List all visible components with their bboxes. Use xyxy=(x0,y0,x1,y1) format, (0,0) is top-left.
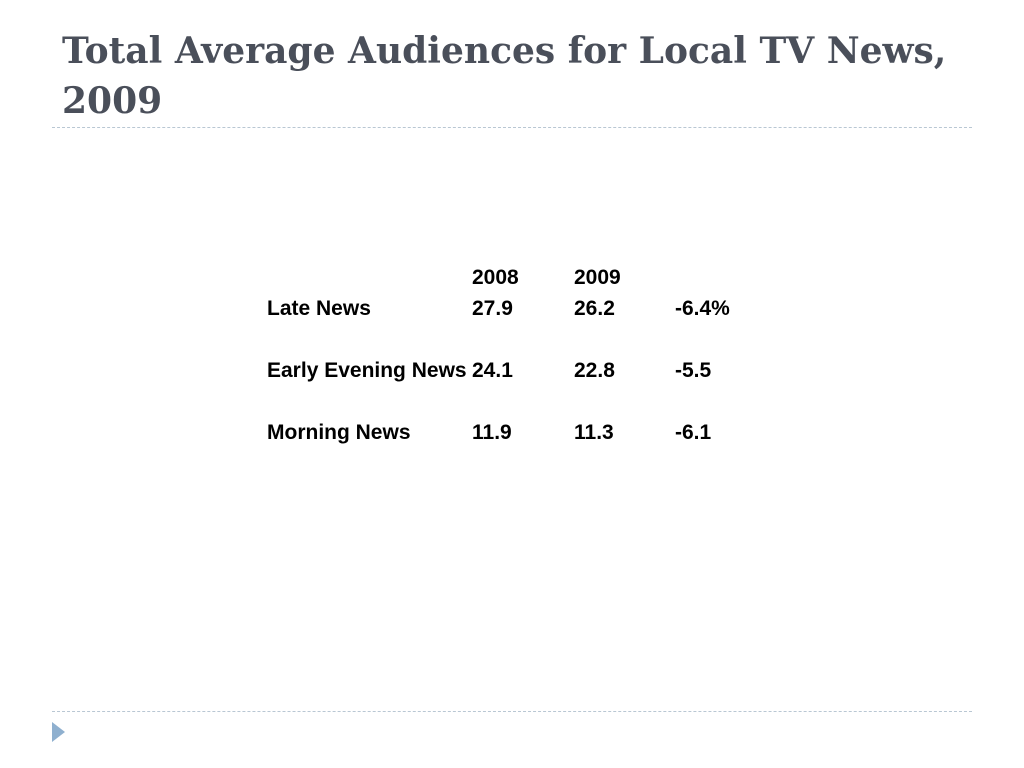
slide-title: Total Average Audiences for Local TV New… xyxy=(62,30,947,122)
value-2009: 11.3 xyxy=(574,421,614,444)
value-change: -6.1 xyxy=(675,421,712,444)
value-2008: 11.9 xyxy=(472,421,512,444)
row-label: Morning News xyxy=(267,421,411,444)
value-change: -5.5 xyxy=(675,359,712,382)
triangle-right-icon xyxy=(52,722,65,742)
value-2009: 22.8 xyxy=(574,359,615,382)
value-2008: 24.1 xyxy=(472,359,513,382)
header-2009: 2009 xyxy=(574,266,621,289)
value-2008: 27.9 xyxy=(472,297,513,320)
title-divider xyxy=(52,127,972,128)
row-label: Early Evening News xyxy=(267,359,467,382)
footer-divider xyxy=(52,711,972,712)
value-2009: 26.2 xyxy=(574,297,615,320)
value-change: -6.4% xyxy=(675,297,730,320)
header-2008: 2008 xyxy=(472,266,519,289)
row-label: Late News xyxy=(267,297,371,320)
